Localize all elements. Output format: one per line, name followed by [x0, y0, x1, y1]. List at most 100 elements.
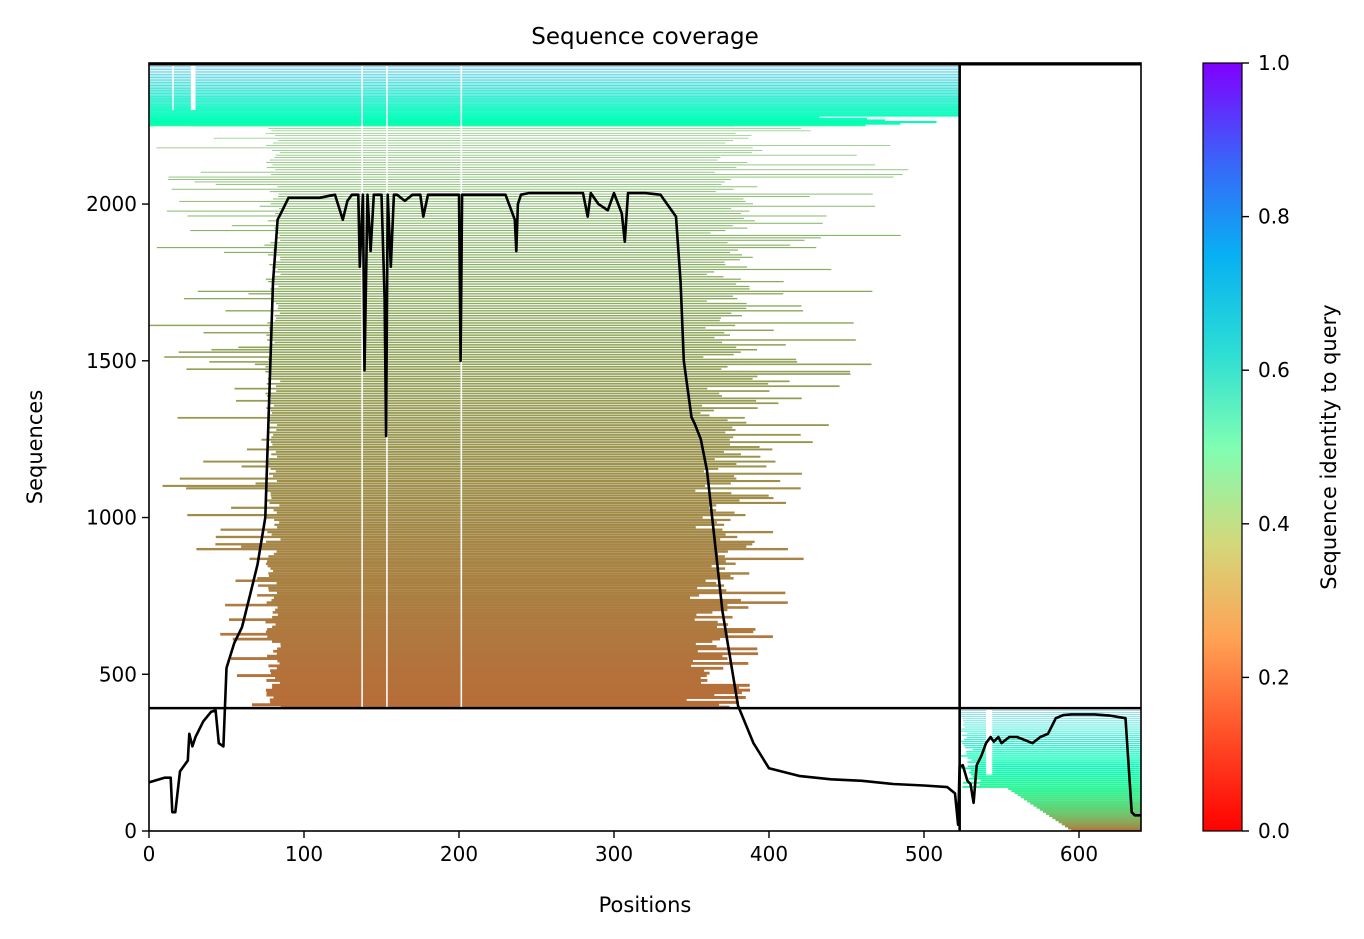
heat-row: [269, 419, 728, 422]
colorbar-tick-label: 0.2: [1258, 665, 1290, 689]
heat-row: [959, 767, 1141, 770]
heat-row: [274, 261, 725, 263]
heat-row: [156, 247, 817, 249]
heat-row: [277, 526, 696, 529]
heat-row: [149, 66, 960, 67]
heat-row: [149, 111, 960, 114]
heat-row: [258, 584, 725, 587]
heat-row: [149, 92, 960, 95]
heat-row: [149, 108, 960, 111]
heat-row: [265, 630, 754, 634]
heat-row: [272, 142, 726, 144]
x-tick-label: 200: [440, 842, 478, 866]
heat-row: [149, 324, 736, 327]
heat-row: [1033, 804, 1141, 807]
heat-row: [266, 601, 788, 604]
heat-row: [1036, 806, 1141, 809]
heat-row: [236, 399, 757, 402]
heat-row: [276, 652, 759, 656]
heat-row: [266, 540, 755, 544]
heat-row: [267, 654, 723, 658]
y-axis-ticks: 0 500 1000 1500 2000: [86, 192, 149, 843]
heat-row: [164, 356, 704, 358]
heat-row: [213, 137, 749, 139]
y-tick-label: 0: [124, 819, 137, 843]
heat-row: [275, 169, 909, 171]
heat-row: [215, 183, 722, 185]
heat-row: [269, 353, 734, 356]
heat-row: [149, 75, 960, 77]
y-tick-label: 1000: [86, 506, 137, 530]
heat-row: [979, 783, 1141, 786]
heat-row: [1068, 826, 1141, 830]
heat-row: [966, 753, 1141, 755]
heat-row: [274, 523, 725, 526]
heat-row: [279, 312, 732, 314]
heat-row: [149, 99, 960, 101]
heat-row: [149, 119, 886, 122]
heat-row: [277, 237, 821, 239]
colorbar-tick-label: 1.0: [1258, 51, 1290, 75]
heat-row: [971, 759, 1141, 761]
heat-row: [1017, 794, 1141, 797]
heat-row: [232, 637, 720, 641]
heat-row: [187, 215, 827, 217]
chart-title: Sequence coverage: [531, 24, 759, 50]
heat-row: [274, 227, 748, 229]
heat-gap: [986, 708, 993, 775]
heat-row: [279, 152, 752, 154]
heat-row: [271, 453, 741, 456]
heat-row: [280, 259, 741, 261]
heat-row: [248, 293, 784, 295]
heat-row: [209, 361, 798, 363]
heat-row: [149, 113, 960, 116]
heat-row: [277, 613, 697, 617]
heat-row: [149, 114, 960, 117]
heat-row: [967, 732, 1141, 734]
heat-row: [265, 620, 718, 624]
heat-row: [280, 645, 717, 648]
heat-row: [268, 586, 698, 590]
heat-row: [241, 545, 747, 548]
x-axis-label: Positions: [599, 893, 692, 917]
heat-row: [970, 773, 1141, 776]
heat-row: [270, 494, 769, 497]
heat-row: [272, 615, 733, 619]
heat-row: [278, 305, 802, 307]
heat-row: [215, 535, 738, 539]
x-tick-label: 0: [143, 842, 156, 866]
heat-row: [271, 496, 774, 500]
heat-row: [268, 589, 727, 592]
heat-row: [200, 171, 715, 173]
heat-row: [966, 736, 1141, 738]
heat-row: [265, 132, 736, 134]
heat-row: [273, 433, 801, 436]
heat-row: [275, 470, 704, 473]
heat-row: [280, 239, 805, 241]
heat-row: [278, 196, 810, 197]
heat-row: [149, 97, 960, 99]
heat-row: [149, 89, 960, 91]
heat-row: [203, 460, 776, 463]
heat-row: [268, 574, 731, 578]
heat-row: [272, 249, 738, 251]
heat-row: [960, 714, 1141, 715]
y-axis-label: Sequences: [23, 390, 47, 505]
heat-row: [149, 91, 960, 93]
heat-row: [277, 268, 832, 271]
heat-row: [961, 730, 1141, 732]
heat-row: [274, 283, 737, 285]
heat-row: [231, 506, 710, 509]
heat-row: [149, 83, 960, 85]
heat-row: [261, 438, 730, 441]
heat-row: [269, 264, 726, 266]
heat-row: [277, 424, 829, 427]
heat-row: [275, 302, 747, 305]
heat-row: [268, 472, 802, 475]
heat-row: [275, 676, 701, 680]
heat-row: [254, 363, 872, 366]
heat-row: [257, 577, 734, 580]
heat-row: [270, 242, 728, 244]
heat-row: [267, 322, 854, 324]
heat-row: [266, 382, 769, 385]
